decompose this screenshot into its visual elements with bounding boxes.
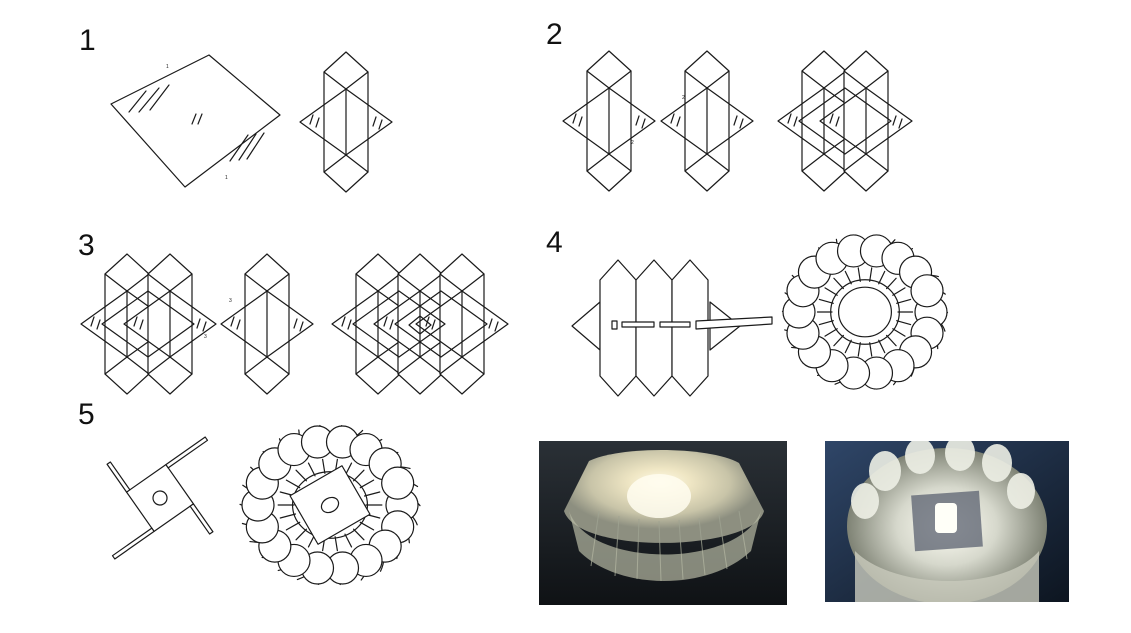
fold-mark-top: 1 [166, 64, 169, 70]
step-number-4: 4 [546, 226, 563, 259]
long-panels [600, 260, 708, 396]
step-number-5: 5 [78, 398, 95, 431]
step-2-joined-pair [777, 50, 913, 192]
cut-lines-upper-left [129, 85, 169, 112]
step-number-3: 3 [78, 229, 95, 262]
step-number-2: 2 [546, 18, 563, 51]
square-sheet-outline [111, 55, 280, 187]
fold-mark-bottom: 1 [225, 175, 228, 181]
step-3-triple [331, 253, 509, 395]
fold-mark-step2-b: 2 [682, 95, 685, 101]
fold-mark-step2-a: 2 [631, 140, 634, 146]
lamp-underside-view-photo [825, 441, 1069, 602]
lamp-side-view-image [539, 441, 787, 605]
lamp-side-view-photo [539, 441, 787, 605]
mount-plate-hole [150, 488, 169, 507]
lamp-underside-view-image [825, 441, 1069, 602]
cut-lines-lower-right [230, 133, 264, 161]
fold-mark-step3-b: 3 [204, 334, 207, 340]
fold-mark-step3-a: 3 [229, 298, 232, 304]
step-3-pair [80, 253, 217, 395]
step-number-1: 1 [79, 24, 96, 57]
connector-tabs [612, 317, 772, 329]
cut-lines-center [192, 114, 202, 124]
